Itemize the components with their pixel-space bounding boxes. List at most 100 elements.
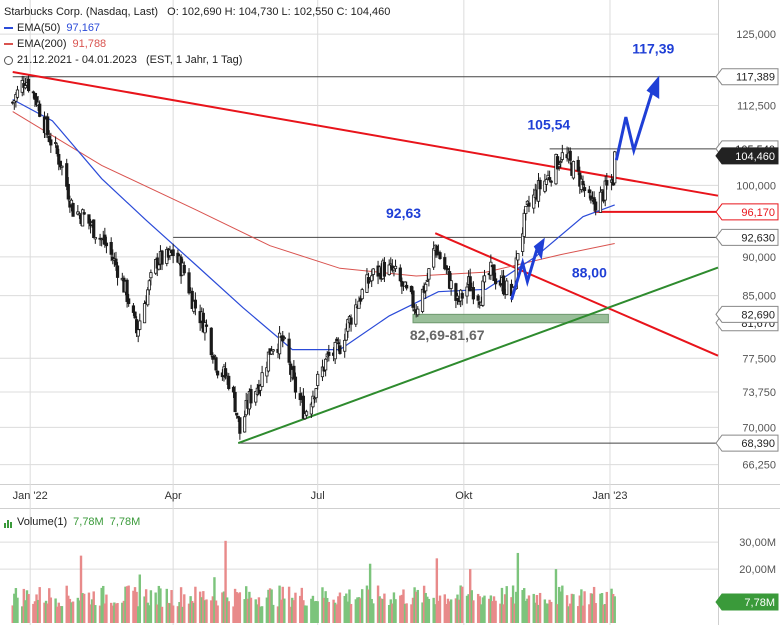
volume-bar bbox=[602, 604, 605, 623]
x-tick-label: Jul bbox=[311, 490, 325, 502]
candle-body bbox=[360, 289, 364, 300]
volume-bar bbox=[494, 600, 497, 623]
candle-body bbox=[182, 264, 186, 274]
volume-bar bbox=[27, 594, 30, 623]
date-range: 21.12.2021 - 04.01.2023 bbox=[17, 54, 137, 66]
volume-bar bbox=[165, 588, 168, 623]
ema50-line bbox=[12, 98, 615, 351]
volume-bar bbox=[538, 592, 542, 623]
candle-body bbox=[82, 212, 86, 215]
candle-body bbox=[527, 202, 531, 207]
candle-body bbox=[104, 242, 109, 247]
price-badge-label: 68,390 bbox=[741, 438, 775, 450]
volume-bar bbox=[249, 597, 253, 623]
volume-bar bbox=[311, 595, 315, 623]
volume-bar bbox=[370, 598, 373, 623]
volume-bar bbox=[225, 597, 229, 623]
volume-bar bbox=[216, 605, 219, 623]
volume-bar bbox=[55, 606, 59, 623]
candle-body bbox=[277, 332, 282, 355]
volume-bar bbox=[600, 592, 604, 623]
downtrend-line bbox=[434, 232, 719, 357]
volume-bar bbox=[43, 602, 46, 623]
volume-bar bbox=[287, 586, 291, 623]
annotation-label: 105,54 bbox=[527, 116, 570, 132]
candle-body bbox=[249, 389, 253, 404]
candle-body bbox=[211, 355, 215, 360]
volume-bar bbox=[378, 596, 381, 623]
volume-bar bbox=[367, 589, 370, 623]
volume-badge-label: 7,78M bbox=[744, 597, 775, 609]
volume-bar bbox=[90, 599, 94, 623]
candle-body bbox=[282, 337, 286, 340]
volume-bar bbox=[267, 589, 270, 623]
volume-bar bbox=[82, 593, 86, 623]
candle-body bbox=[133, 311, 137, 319]
candle-body bbox=[432, 248, 436, 268]
volume-bar bbox=[122, 600, 126, 623]
ema200-legend-swatch bbox=[4, 43, 13, 46]
volume-bar bbox=[368, 563, 372, 623]
volume-bar bbox=[121, 602, 124, 623]
volume-bar bbox=[338, 592, 342, 623]
volume-bar bbox=[278, 585, 281, 623]
volume-bar bbox=[411, 597, 415, 623]
candle-body bbox=[371, 268, 375, 275]
volume-bar bbox=[438, 595, 442, 623]
candle-body bbox=[287, 338, 291, 363]
candle-body bbox=[425, 279, 429, 282]
volume-bar bbox=[21, 606, 24, 623]
candle-body bbox=[304, 411, 309, 416]
volume-bar bbox=[321, 587, 324, 623]
volume-bar bbox=[613, 596, 616, 623]
candle-body bbox=[343, 339, 347, 352]
annotation-label: 117,39 bbox=[632, 40, 674, 56]
volume-bar bbox=[333, 602, 337, 623]
volume-bar bbox=[416, 589, 419, 623]
volume-bar bbox=[300, 587, 304, 623]
volume-bar bbox=[546, 603, 550, 623]
ema50-legend-value: 97,167 bbox=[66, 22, 101, 34]
volume-bar bbox=[179, 587, 183, 623]
price-badge-label: 96,170 bbox=[741, 207, 775, 219]
volume-bar bbox=[476, 593, 480, 623]
candle-body bbox=[142, 303, 147, 324]
volume-bar bbox=[160, 606, 164, 623]
volume-bar bbox=[456, 594, 459, 623]
candles bbox=[11, 75, 617, 440]
candle-body bbox=[333, 342, 337, 360]
volume-bar bbox=[324, 591, 327, 623]
volume-bar bbox=[578, 595, 582, 623]
chart-title: Starbucks Corp. (Nasdaq, Last) bbox=[4, 6, 159, 18]
volume-bar bbox=[170, 590, 173, 623]
volume-bar bbox=[114, 603, 118, 623]
volume-bar bbox=[594, 603, 597, 623]
volume-bar bbox=[57, 602, 60, 623]
volume-bar bbox=[570, 593, 574, 623]
candle-body bbox=[600, 189, 604, 192]
candle-body bbox=[411, 290, 415, 308]
volume-bar bbox=[492, 596, 496, 623]
support-zone bbox=[412, 313, 609, 324]
volume-bar bbox=[187, 603, 191, 623]
volume-bar bbox=[435, 558, 439, 623]
candle-body bbox=[454, 283, 458, 301]
clock-icon bbox=[4, 55, 13, 65]
volume-bar bbox=[577, 606, 580, 623]
volume-bar bbox=[470, 590, 473, 623]
volume-bar bbox=[70, 602, 73, 623]
candle-body bbox=[522, 212, 526, 237]
volume-bar bbox=[332, 599, 335, 623]
volume-bar bbox=[171, 605, 175, 623]
volume-bar bbox=[335, 604, 338, 623]
volume-bar bbox=[591, 593, 594, 623]
candle-body bbox=[476, 295, 480, 301]
y-tick-label: 90,000 bbox=[742, 252, 776, 264]
volume-bar bbox=[198, 591, 202, 623]
candle-body bbox=[292, 365, 296, 379]
candle-body bbox=[557, 164, 561, 167]
volume-bar bbox=[38, 587, 41, 623]
candle-body bbox=[235, 412, 239, 416]
volume-bar bbox=[534, 602, 537, 623]
y-tick-label: 70,000 bbox=[742, 422, 776, 434]
